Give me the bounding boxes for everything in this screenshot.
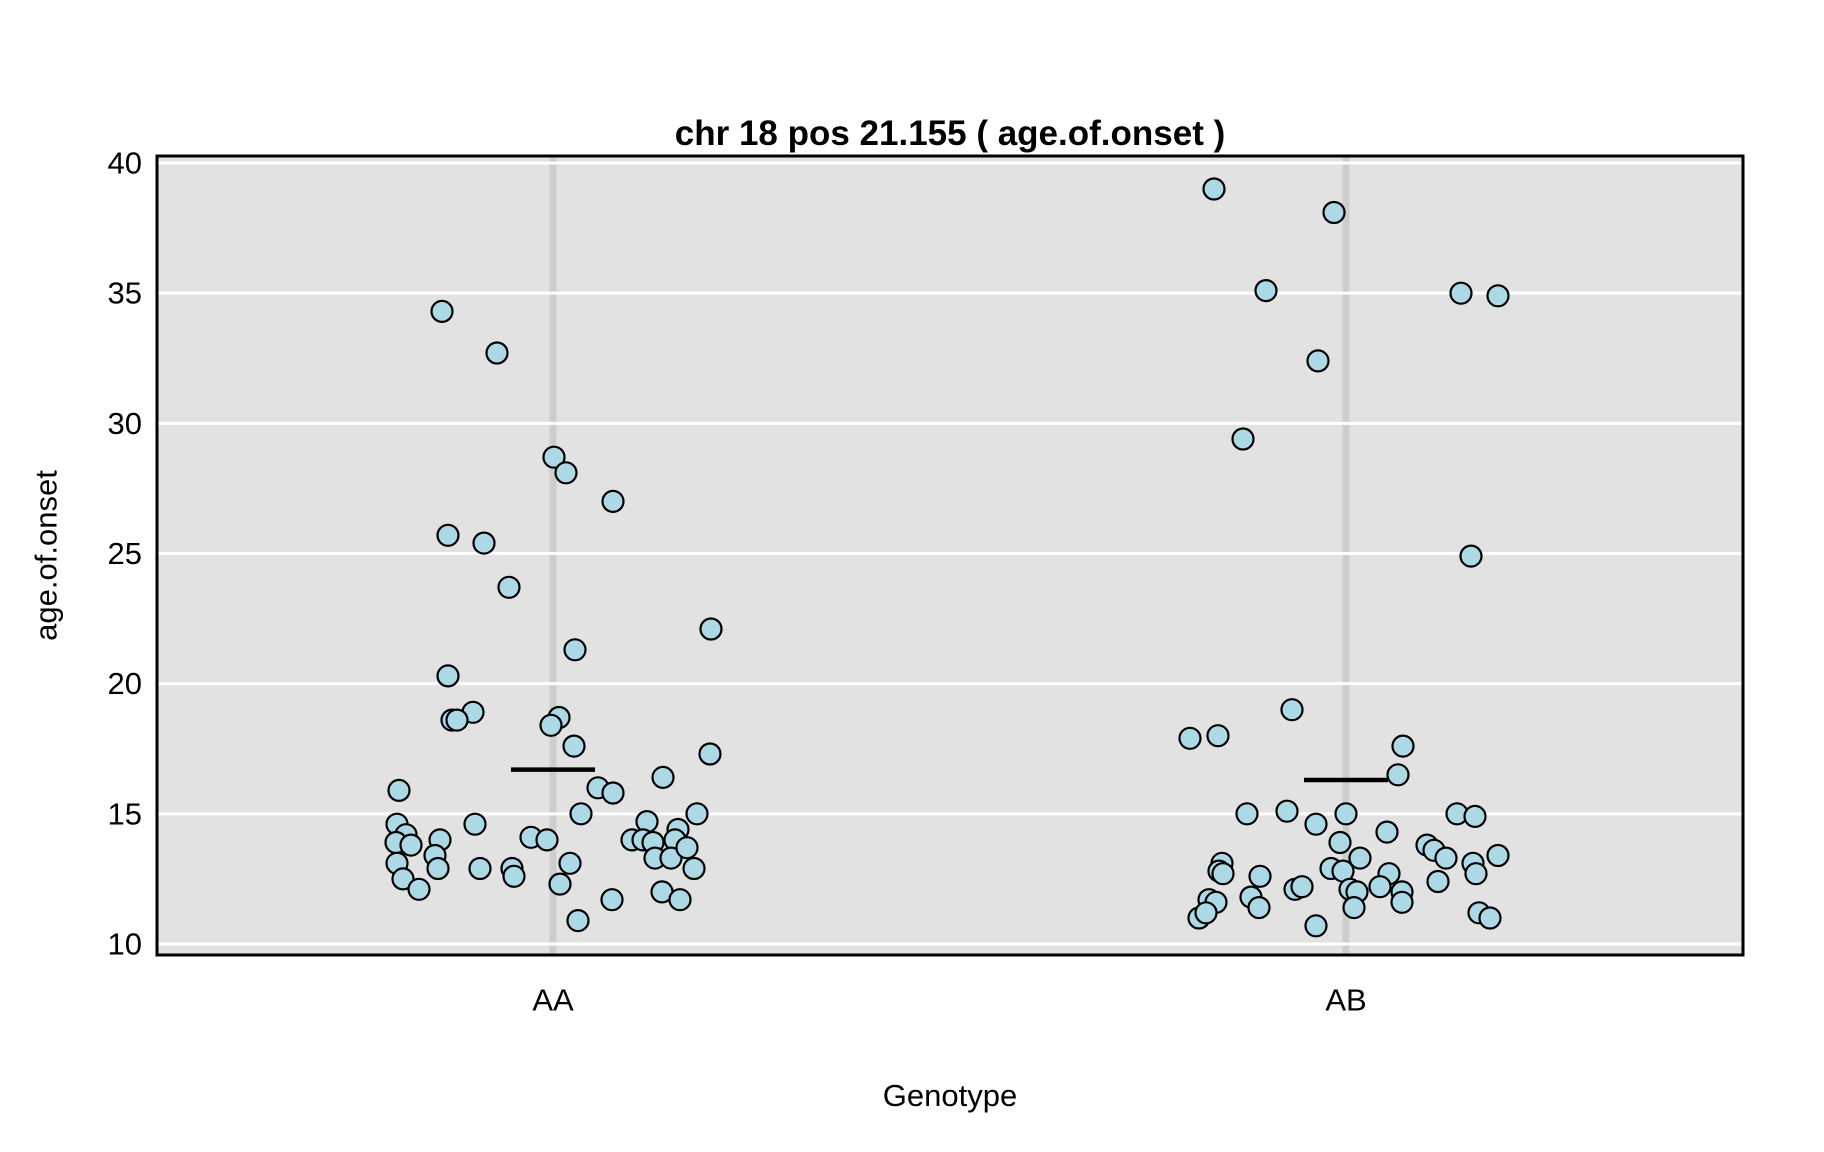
data-point	[472, 531, 496, 555]
data-point	[1390, 890, 1414, 914]
data-point	[1386, 763, 1410, 787]
data-point	[1280, 698, 1304, 722]
data-point	[682, 856, 706, 881]
data-point	[436, 523, 460, 547]
category-stripe-AA	[549, 156, 557, 955]
data-point	[1231, 427, 1255, 451]
data-point	[1290, 875, 1314, 899]
data-point	[387, 778, 411, 803]
data-point	[558, 851, 582, 875]
data-point	[1211, 862, 1235, 886]
y-tick-label-25: 25	[108, 536, 142, 571]
y-tick-label-30: 30	[108, 406, 142, 441]
data-point	[562, 734, 586, 758]
y-axis-title: age.of.onset	[29, 470, 64, 641]
data-point	[563, 638, 587, 662]
data-point	[430, 299, 454, 323]
data-point	[600, 888, 624, 912]
data-point	[1459, 544, 1483, 568]
data-point	[659, 846, 683, 870]
data-point	[445, 708, 469, 732]
data-point	[699, 617, 723, 641]
x-category-label-AA: AA	[532, 983, 574, 1018]
data-point	[668, 888, 692, 912]
category-stripe-AB	[1342, 156, 1350, 955]
data-point	[1178, 726, 1202, 750]
y-tick-label-10: 10	[108, 927, 142, 962]
data-point	[463, 812, 487, 836]
data-point	[535, 828, 559, 852]
data-point-layer	[384, 177, 1510, 938]
data-point	[566, 908, 590, 933]
chart-title: chr 18 pos 21.155 ( age.of.onset )	[675, 114, 1225, 153]
data-point	[1464, 862, 1488, 886]
data-point	[651, 765, 675, 790]
x-axis-title: Genotype	[883, 1078, 1017, 1113]
data-point	[1426, 869, 1450, 894]
data-point	[485, 341, 509, 365]
data-point	[1194, 901, 1218, 925]
category-stripe-layer	[549, 156, 1350, 955]
y-tick-label-20: 20	[108, 666, 142, 701]
data-point	[1235, 802, 1259, 826]
plot-panel-border	[155, 154, 1745, 957]
data-point	[685, 802, 709, 826]
data-point	[426, 856, 450, 881]
data-point	[698, 742, 722, 766]
data-point	[1368, 875, 1392, 899]
data-point	[542, 445, 566, 469]
data-point	[399, 833, 423, 857]
text-layer: chr 18 pos 21.155 ( age.of.onset ) age.o…	[29, 114, 1367, 1113]
y-tick-label-layer: 10 15 20 25 30 35 40	[108, 146, 142, 962]
data-point	[548, 872, 572, 896]
data-point	[407, 877, 431, 901]
data-point	[1463, 804, 1487, 829]
data-point	[601, 781, 625, 805]
data-point	[1304, 812, 1328, 836]
data-point	[1449, 281, 1473, 305]
y-tick-label-15: 15	[108, 796, 142, 831]
data-point	[1348, 846, 1372, 870]
y-tick-label-40: 40	[108, 146, 142, 181]
data-point	[675, 836, 699, 860]
data-point	[1334, 802, 1358, 826]
data-point	[1248, 864, 1272, 888]
data-point	[468, 856, 492, 881]
data-point	[436, 664, 460, 688]
data-point	[1206, 724, 1230, 748]
data-point	[601, 489, 625, 513]
data-point	[497, 575, 521, 599]
data-point	[391, 867, 415, 891]
data-point	[1304, 914, 1328, 938]
data-point	[1247, 895, 1271, 920]
data-point	[1486, 843, 1510, 868]
data-point	[1254, 279, 1278, 303]
y-tick-label-35: 35	[108, 276, 142, 311]
data-point	[569, 802, 593, 826]
x-category-label-AB: AB	[1325, 983, 1366, 1018]
data-point	[502, 864, 526, 888]
data-point	[1478, 906, 1502, 930]
data-point	[1391, 734, 1415, 758]
group-mean-layer	[511, 767, 1388, 783]
data-point	[1434, 846, 1458, 870]
data-point	[1322, 200, 1346, 225]
data-point	[1375, 820, 1399, 844]
data-point	[1275, 799, 1299, 823]
data-point	[1342, 895, 1366, 920]
data-point	[1486, 284, 1510, 308]
data-point	[1306, 349, 1330, 373]
data-point	[1202, 177, 1226, 201]
data-point	[1328, 830, 1352, 855]
x-category-label-layer: AA AB	[532, 983, 1366, 1018]
data-point	[539, 713, 563, 737]
data-point	[554, 461, 578, 485]
